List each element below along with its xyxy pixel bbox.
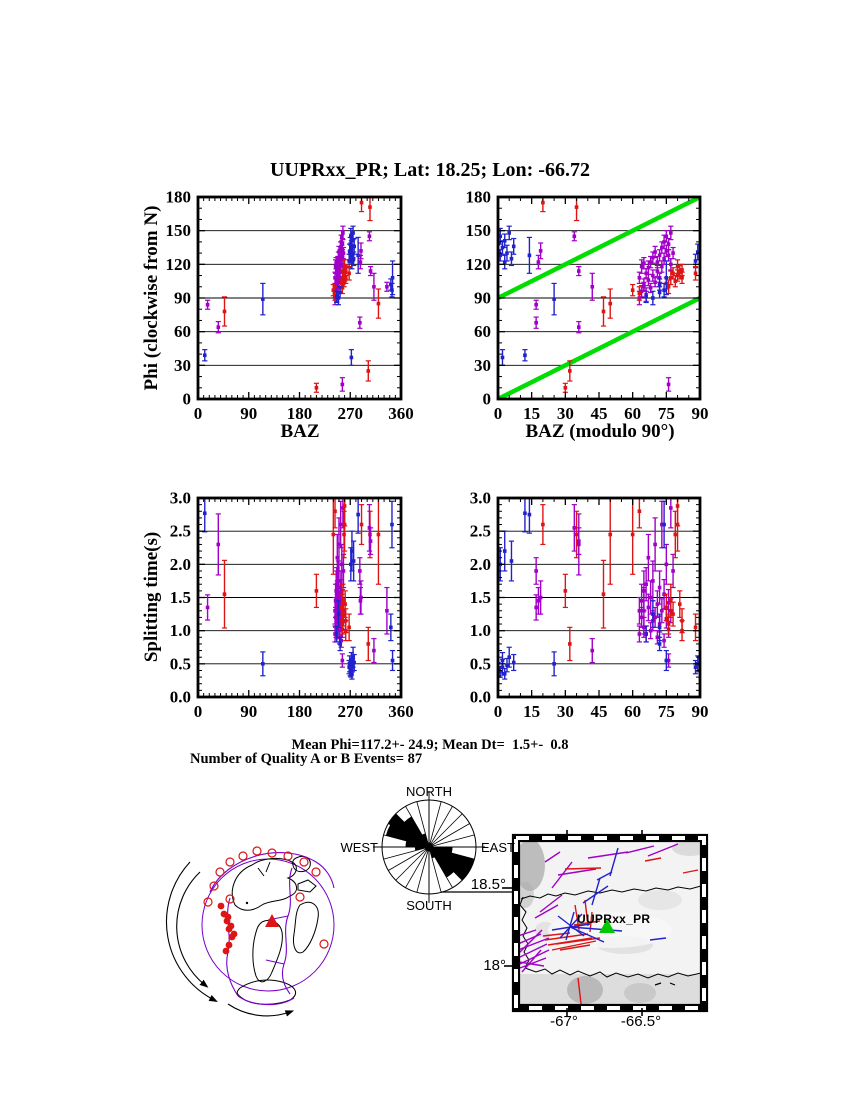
dt-axis-title: Splitting time(s)	[141, 531, 162, 663]
svg-text:360: 360	[388, 702, 414, 721]
svg-text:60: 60	[474, 322, 491, 341]
svg-text:90: 90	[692, 702, 709, 721]
svg-text:270: 270	[338, 404, 364, 423]
svg-text:0: 0	[483, 390, 492, 409]
svg-text:30: 30	[557, 404, 574, 423]
svg-text:60: 60	[174, 322, 191, 341]
svg-text:0: 0	[194, 404, 203, 423]
svg-text:0.0: 0.0	[470, 688, 491, 707]
svg-text:0: 0	[494, 702, 503, 721]
station-label: UUPRxx_PR	[577, 912, 651, 926]
svg-text:90: 90	[474, 289, 491, 308]
svg-text:0.5: 0.5	[170, 654, 191, 673]
svg-text:30: 30	[174, 356, 191, 375]
svg-text:180: 180	[287, 702, 313, 721]
svg-text:150: 150	[166, 221, 192, 240]
svg-text:1.0: 1.0	[470, 621, 491, 640]
bazmod-axis-title: BAZ (modulo 90°)	[525, 421, 675, 442]
mean-values-text: Mean Phi=117.2+- 24.9; Mean Dt= 1.5+- 0.…	[291, 737, 569, 753]
svg-text:0: 0	[194, 702, 203, 721]
svg-text:180: 180	[466, 188, 492, 207]
svg-text:60: 60	[624, 404, 641, 423]
map-lat-label-18p5: 18.5°	[470, 876, 506, 893]
phi-axis-title: Phi (clockwise from N)	[141, 205, 162, 391]
rose-north-label: NORTH	[406, 784, 452, 799]
svg-text:2.5: 2.5	[470, 522, 491, 541]
svg-text:3.0: 3.0	[470, 489, 491, 508]
svg-text:2.0: 2.0	[170, 555, 191, 574]
svg-text:90: 90	[240, 404, 257, 423]
svg-text:0: 0	[494, 404, 503, 423]
svg-text:90: 90	[240, 702, 257, 721]
svg-text:0.0: 0.0	[170, 688, 191, 707]
svg-text:360: 360	[388, 404, 414, 423]
map-lat-label-18: 18°	[483, 957, 506, 974]
rose-east-label: EAST	[481, 840, 515, 855]
rose-south-label: SOUTH	[406, 898, 452, 913]
svg-text:270: 270	[338, 702, 364, 721]
svg-text:1.0: 1.0	[170, 621, 191, 640]
svg-text:0.5: 0.5	[470, 654, 491, 673]
svg-text:180: 180	[166, 188, 192, 207]
svg-text:15: 15	[523, 702, 540, 721]
svg-text:120: 120	[166, 255, 192, 274]
svg-text:120: 120	[466, 255, 492, 274]
rose-west-label: WEST	[340, 840, 378, 855]
svg-text:0: 0	[183, 390, 192, 409]
svg-text:180: 180	[287, 404, 313, 423]
svg-text:2.0: 2.0	[470, 555, 491, 574]
svg-text:150: 150	[466, 221, 492, 240]
figure-title: UUPRxx_PR; Lat: 18.25; Lon: -66.72	[270, 159, 590, 181]
svg-text:75: 75	[658, 702, 675, 721]
svg-text:90: 90	[692, 404, 709, 423]
svg-text:2.5: 2.5	[170, 522, 191, 541]
svg-text:90: 90	[174, 289, 191, 308]
event-count-text: Number of Quality A or B Events= 87	[190, 751, 423, 767]
svg-text:1.5: 1.5	[170, 588, 191, 607]
map-lon-label-67: -67°	[550, 1013, 578, 1030]
baz-axis-title: BAZ	[280, 421, 320, 442]
svg-text:75: 75	[658, 404, 675, 423]
svg-text:45: 45	[591, 404, 608, 423]
svg-text:45: 45	[591, 702, 608, 721]
svg-text:15: 15	[523, 404, 540, 423]
svg-text:30: 30	[474, 356, 491, 375]
svg-text:30: 30	[557, 702, 574, 721]
map-lon-label-66p5: -66.5°	[620, 1013, 662, 1030]
svg-text:1.5: 1.5	[470, 588, 491, 607]
svg-text:3.0: 3.0	[170, 489, 191, 508]
svg-text:60: 60	[624, 702, 641, 721]
